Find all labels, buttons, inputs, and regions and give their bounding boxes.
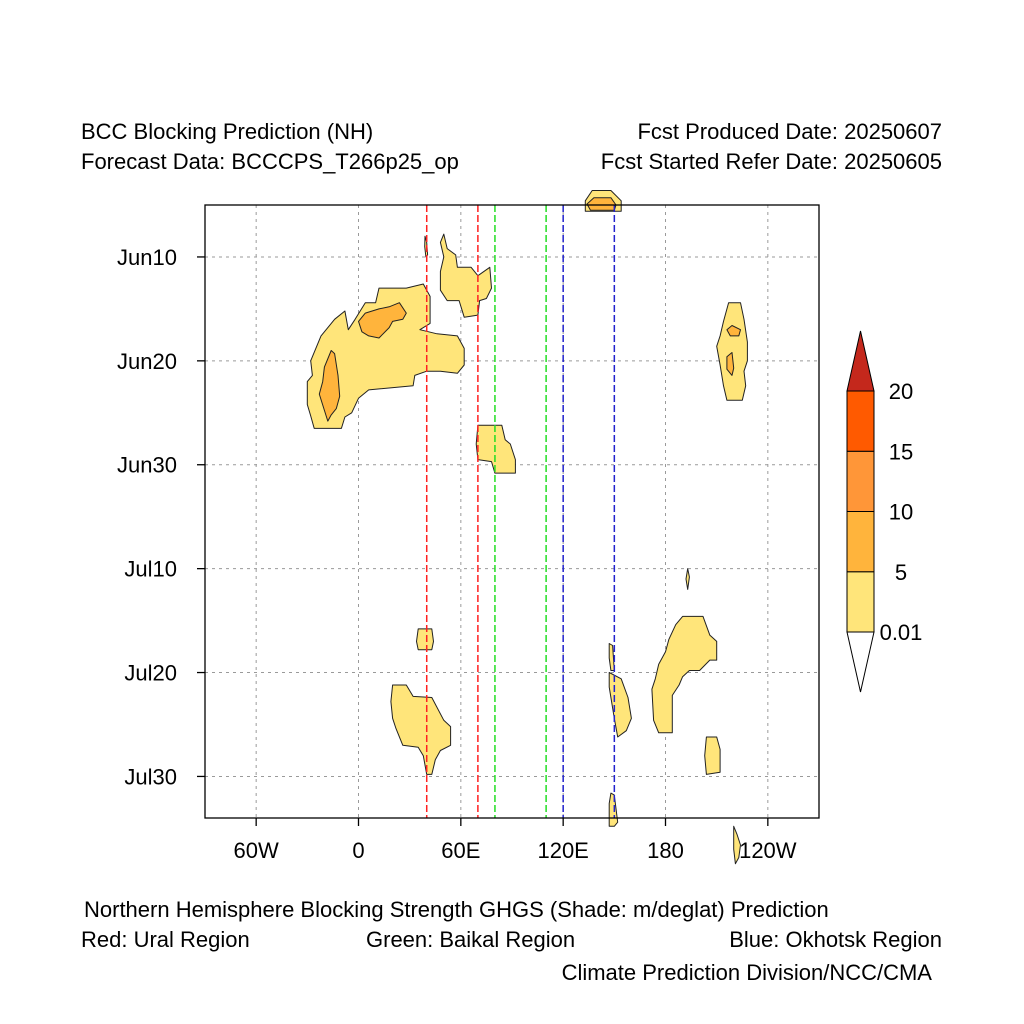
blocking-area <box>439 233 492 318</box>
region-lines <box>425 205 616 818</box>
colorbar-label: 10 <box>889 500 913 525</box>
blocking-area <box>651 615 718 734</box>
x-tick-label: 60E <box>441 838 480 863</box>
y-tick-label: Jul20 <box>124 661 177 686</box>
blocking-area <box>608 643 615 671</box>
x-tick-label: 120E <box>537 838 588 863</box>
forecast-data-label: Forecast Data: BCCCPS_T266p25_op <box>81 149 459 174</box>
blocking-area <box>608 672 632 738</box>
blocking-area <box>318 350 341 422</box>
plot-frame <box>204 204 820 819</box>
colorbar-box <box>846 390 875 452</box>
title-right: Fcst Produced Date: 20250607 Fcst Starte… <box>601 117 942 177</box>
blocking-area <box>390 684 452 775</box>
blocking-area <box>685 568 690 590</box>
blocking-area <box>733 825 741 865</box>
y-tick-label: Jul10 <box>124 557 177 582</box>
colorbar-label: 5 <box>895 560 907 585</box>
y-tick-label: Jul30 <box>124 764 177 789</box>
blocking-area <box>726 325 741 337</box>
footer-blue-label: Blue: Okhotsk Region <box>729 927 942 952</box>
axes: 60W 0 60E 120E 180 120W Jun10 Jun20 Jun30 Jul10 Ju… <box>117 245 797 863</box>
produced-date-label: Fcst Produced Date: 20250607 <box>637 119 942 144</box>
blocking-area <box>416 628 434 651</box>
colorbar-label: 0.01 <box>880 620 923 645</box>
colorbar-box <box>846 450 875 512</box>
y-tick-label: Jun30 <box>117 453 177 478</box>
footer-description: Northern Hemisphere Blocking Strength GH… <box>84 897 829 922</box>
blocking-area <box>608 792 619 827</box>
x-tick-label: 180 <box>647 838 684 863</box>
started-date-label: Fcst Started Refer Date: 20250605 <box>600 149 942 174</box>
y-tick-label: Jun20 <box>117 349 177 374</box>
grid-lines <box>205 205 819 818</box>
blocking-shapes <box>306 190 748 865</box>
blocking-area <box>704 736 721 775</box>
x-tick-label: 0 <box>352 838 364 863</box>
y-tick-label: Jun10 <box>117 245 177 270</box>
colorbar: 0.01 5 10 15 20 <box>846 330 923 693</box>
blocking-area <box>475 424 516 474</box>
chart-title: BCC Blocking Prediction (NH) <box>81 119 374 144</box>
blocking-area <box>726 352 735 376</box>
colorbar-box <box>846 511 875 573</box>
x-tick-label: 60W <box>234 838 279 863</box>
blocking-area <box>716 302 748 401</box>
colorbar-box <box>846 571 875 633</box>
x-tick-label: 120W <box>739 838 797 863</box>
colorbar-lower-triangle <box>846 631 875 693</box>
colorbar-label: 15 <box>889 439 913 464</box>
footer-green-label: Green: Baikal Region <box>366 927 576 952</box>
colorbar-label: 20 <box>889 379 913 404</box>
colorbar-upper-triangle <box>846 330 875 392</box>
footer-credit: Climate Prediction Division/NCC/CMA <box>561 960 932 985</box>
blocking-area <box>306 283 465 429</box>
footer-red-label: Red: Ural Region <box>81 927 250 952</box>
blocking-area <box>358 302 407 339</box>
title-left: BCC Blocking Prediction (NH) Forecast Da… <box>81 117 459 177</box>
blocking-area <box>586 197 617 211</box>
